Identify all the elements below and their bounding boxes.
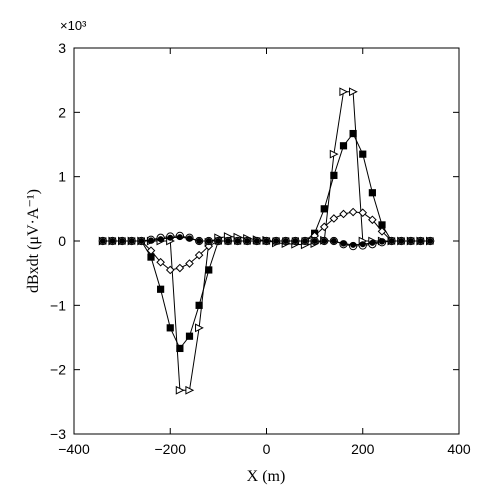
data-point-diamond [156, 257, 165, 267]
y-axis-title: dBxdt (μV·A⁻¹) [25, 189, 42, 293]
data-point-triangle [349, 87, 358, 97]
data-point-circle [205, 238, 212, 244]
y-tick-label: 0 [58, 233, 66, 249]
data-point-diamond [358, 208, 368, 218]
series-4 [99, 234, 434, 248]
data-point-circle [330, 238, 337, 244]
data-point-diamond [165, 265, 175, 275]
data-point-circle [253, 238, 260, 244]
data-point-square [176, 344, 184, 353]
data-point-circle [176, 234, 183, 241]
data-point-square [359, 150, 367, 158]
data-point-circle [186, 235, 193, 242]
data-point-circle [350, 241, 357, 248]
data-point-circle [388, 238, 395, 244]
data-point-square [147, 253, 155, 261]
data-point-circle [215, 238, 222, 244]
data-point-circle [292, 238, 299, 244]
series-layer [98, 87, 435, 395]
axis-ticks: −400 −200 0 200 400 −3 −2 −1 0 1 2 3 [50, 40, 471, 457]
data-point-diamond [377, 227, 387, 236]
data-point-diamond [146, 246, 156, 255]
data-point-diamond [339, 209, 348, 219]
data-point-circle [196, 238, 203, 244]
data-point-circle [119, 238, 126, 244]
data-point-diamond [194, 250, 204, 260]
x-tick-label: 0 [263, 441, 271, 457]
data-point-triangle [339, 87, 349, 97]
data-point-circle [99, 238, 106, 244]
data-point-square [378, 221, 386, 229]
data-point-square [368, 189, 376, 197]
data-point-circle [407, 238, 414, 244]
data-point-circle [398, 238, 405, 244]
data-point-circle [417, 238, 424, 244]
data-point-triangle [175, 385, 185, 395]
data-point-circle [167, 234, 174, 241]
data-point-square [349, 129, 357, 138]
data-point-circle [379, 238, 385, 245]
y-tick-label: 3 [58, 40, 66, 56]
data-point-circle [138, 238, 145, 244]
data-point-diamond [319, 222, 329, 232]
data-point-circle [273, 238, 280, 244]
data-point-triangle [195, 323, 204, 333]
data-point-circle [128, 238, 135, 244]
data-point-square [339, 142, 348, 150]
data-point-circle [369, 239, 376, 246]
y-tick-label: −3 [50, 426, 66, 442]
data-point-diamond [329, 214, 339, 223]
data-point-triangle [329, 149, 339, 159]
x-tick-label: −200 [154, 441, 186, 457]
data-point-square [330, 171, 338, 179]
data-point-circle [148, 237, 154, 244]
data-point-circle [225, 238, 231, 244]
data-point-square [166, 324, 174, 332]
y-tick-label: −2 [50, 362, 66, 378]
x-tick-label: −400 [58, 441, 90, 457]
data-point-square [320, 205, 328, 213]
data-point-circle [302, 238, 308, 244]
y-tick-label: −1 [50, 297, 66, 313]
data-point-diamond [368, 215, 377, 225]
data-point-diamond [348, 207, 358, 217]
x-tick-label: 400 [447, 441, 471, 457]
data-point-diamond [185, 259, 194, 268]
y-tick-label: 1 [58, 169, 66, 185]
x-axis-title: X (m) [247, 468, 286, 485]
data-point-square [157, 285, 165, 293]
data-point-diamond [175, 263, 185, 273]
data-point-circle [321, 238, 328, 244]
data-point-circle [263, 238, 270, 244]
y-tick-label: 2 [58, 104, 66, 120]
data-point-circle [311, 238, 318, 244]
x-tick-label: 200 [351, 441, 375, 457]
data-point-circle [427, 238, 434, 244]
data-point-square [195, 301, 203, 309]
data-point-square [205, 266, 213, 274]
data-point-circle [359, 241, 366, 248]
data-point-circle [282, 238, 289, 244]
y-multiplier-label: ×10³ [60, 18, 87, 33]
data-point-circle [109, 238, 116, 244]
data-point-circle [244, 238, 251, 244]
data-point-triangle [185, 385, 195, 395]
data-point-square [185, 332, 194, 340]
data-point-circle [234, 238, 241, 244]
data-point-circle [157, 236, 164, 243]
data-point-circle [340, 240, 347, 247]
